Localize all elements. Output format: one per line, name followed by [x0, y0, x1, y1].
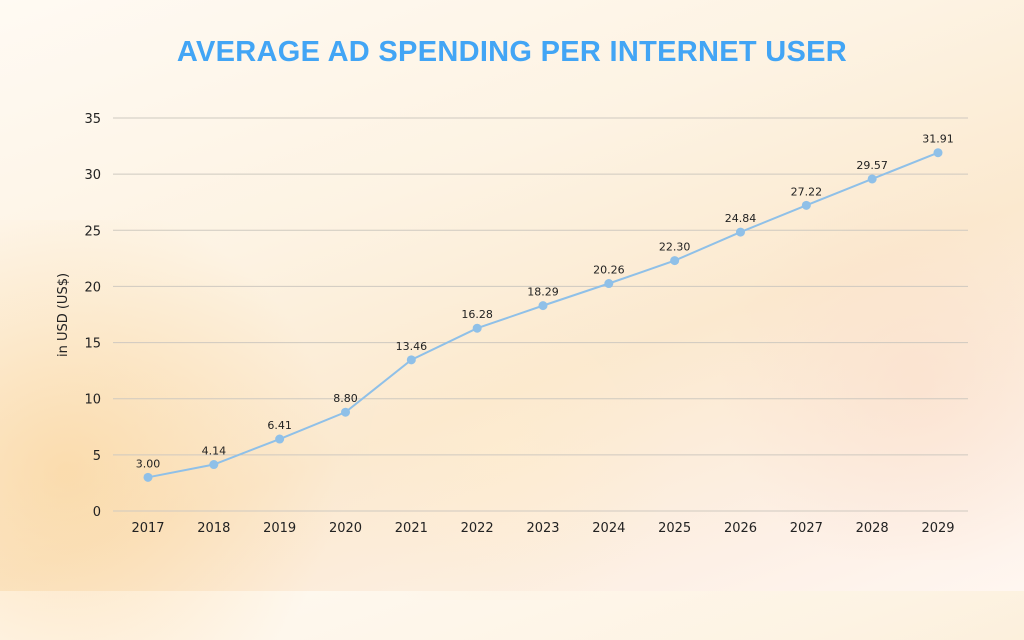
y-tick-label: 20	[84, 280, 101, 295]
data-point	[472, 323, 482, 333]
x-tick-label: 2023	[526, 521, 559, 536]
x-tick-label: 2029	[921, 521, 954, 536]
data-label: 27.22	[791, 185, 823, 198]
x-tick-label: 2020	[329, 521, 362, 536]
series-line-group	[143, 148, 943, 482]
data-label: 4.14	[202, 445, 227, 458]
chart-title: AVERAGE AD SPENDING PER INTERNET USER	[176, 36, 848, 68]
data-label: 13.46	[396, 340, 428, 353]
x-tick-label: 2024	[592, 521, 625, 536]
x-tick-label: 2027	[790, 521, 823, 536]
data-label: 31.91	[922, 133, 954, 146]
data-point	[341, 407, 350, 417]
data-point	[604, 279, 614, 289]
data-label: 16.28	[461, 308, 493, 321]
data-point	[275, 434, 285, 444]
data-point	[143, 472, 153, 482]
data-label: 18.29	[527, 286, 559, 299]
x-tick-label: 2017	[131, 521, 164, 536]
data-label: 29.57	[856, 159, 888, 172]
data-point	[801, 200, 811, 210]
x-tick-label: 2028	[856, 521, 889, 536]
data-label: 8.80	[333, 392, 358, 405]
y-tick-label: 0	[93, 505, 101, 520]
y-tick-label: 10	[84, 393, 101, 408]
data-point	[406, 355, 416, 365]
data-label: 20.26	[593, 264, 625, 277]
data-label: 24.84	[725, 212, 757, 225]
y-tick-label: 5	[93, 449, 101, 464]
data-label: 22.30	[659, 241, 691, 254]
data-labels: 3.00 4.14 6.41 8.80 13.46 16.28 18.29 20.26 22.3…	[136, 133, 954, 471]
gridlines	[113, 117, 968, 512]
x-tick-label: 2019	[263, 521, 296, 536]
data-label: 3.00	[136, 457, 161, 470]
data-point	[538, 301, 548, 311]
data-point	[736, 227, 745, 237]
x-tick-label: 2026	[724, 521, 757, 536]
data-point	[209, 460, 219, 470]
x-tick-label: 2018	[197, 521, 230, 536]
y-tick-label: 15	[84, 337, 101, 352]
data-point	[867, 174, 877, 184]
y-axis-ticks: 0 5 10 15 20 25 30 35	[84, 112, 101, 520]
data-point	[670, 256, 680, 266]
y-axis-title: in USD (US$)	[56, 273, 71, 357]
x-axis-ticks: 2017 2018 2019 2020 2021 2022 2023 2024 2025 2026…	[131, 521, 954, 536]
x-tick-label: 2025	[658, 521, 691, 536]
x-tick-label: 2021	[395, 521, 428, 536]
data-label: 6.41	[267, 419, 292, 432]
x-tick-label: 2022	[461, 521, 494, 536]
y-tick-label: 30	[84, 168, 101, 183]
y-tick-label: 25	[84, 224, 101, 239]
data-point	[933, 148, 943, 158]
y-tick-label: 35	[84, 112, 101, 127]
